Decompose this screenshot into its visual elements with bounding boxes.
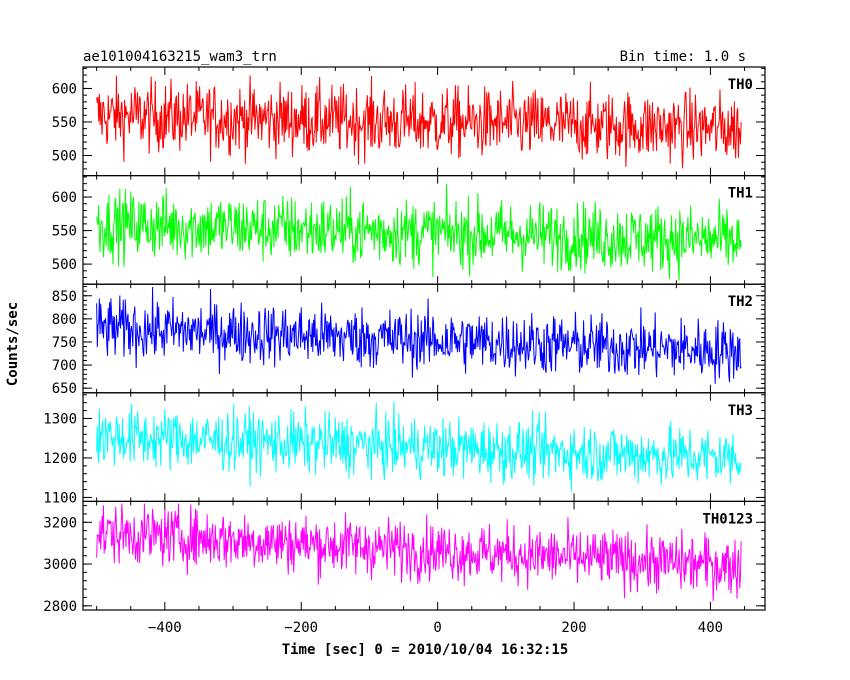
x-tick-label: −200	[284, 620, 318, 636]
y-tick-label: 550	[52, 115, 77, 131]
y-tick-label: 750	[52, 335, 77, 351]
y-tick-label: 850	[52, 289, 77, 305]
y-tick-label: 600	[52, 81, 77, 97]
x-axis-group: −400 −200 0 200 400	[148, 620, 723, 636]
panel-th2: 650 700 750 800 850 TH2	[52, 283, 766, 397]
y-tick-label: 1300	[43, 411, 77, 427]
y-tick-label: 3200	[43, 515, 77, 531]
series-label-th1: TH1	[728, 186, 753, 202]
panel-th1: 500 550 600 TH1	[52, 175, 766, 285]
x-tick-label: 0	[433, 620, 441, 636]
x-tick-label: 200	[561, 620, 586, 636]
series-label-th3: TH3	[728, 403, 753, 419]
y-tick-label: 500	[52, 257, 77, 273]
chart-title-right: Bin time: 1.0 s	[620, 49, 746, 65]
y-tick-label: 600	[52, 190, 77, 206]
series-line-th3	[96, 401, 742, 493]
series-line-th2	[96, 287, 742, 384]
panel-th0123: 2800 3000 3200 TH0123	[43, 500, 766, 615]
x-axis-label: Time [sec] 0 = 2010/10/04 16:32:15	[282, 642, 569, 658]
x-tick-label: −400	[148, 620, 182, 636]
y-tick-label: 550	[52, 224, 77, 240]
y-tick-label: 3000	[43, 557, 77, 573]
series-label-th0: TH0	[728, 77, 753, 93]
y-tick-label: 800	[52, 312, 77, 328]
series-label-th2: TH2	[728, 294, 753, 310]
series-label-th0123: TH0123	[702, 511, 753, 527]
chart-title-left: ae101004163215_wam3_trn	[83, 49, 277, 65]
panels-group: 500 550 600 TH0 500 550 600 TH1 650 700 750 800 850 T…	[43, 66, 766, 615]
series-line-th1	[96, 183, 742, 281]
panel-th3: 1100 1200 1300 TH3	[43, 392, 766, 506]
y-axis-label: Counts/sec	[5, 302, 21, 386]
y-tick-label: 500	[52, 148, 77, 164]
y-tick-label: 1200	[43, 451, 77, 467]
series-line-th0123	[96, 503, 742, 601]
y-tick-label: 1100	[43, 490, 77, 506]
y-tick-label: 700	[52, 358, 77, 374]
y-tick-label: 2800	[43, 599, 77, 615]
x-tick-label: 400	[698, 620, 723, 636]
series-line-th0	[96, 75, 742, 169]
y-tick-label: 650	[52, 381, 77, 397]
panel-th0: 500 550 600 TH0	[52, 66, 766, 177]
